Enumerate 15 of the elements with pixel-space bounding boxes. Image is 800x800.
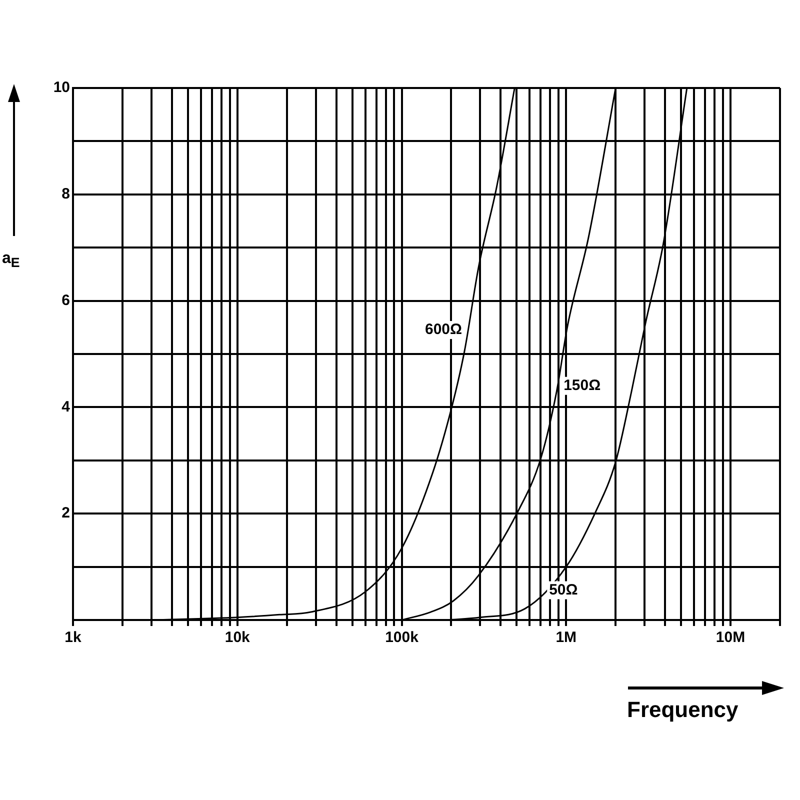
x-tick-label: 10k xyxy=(224,629,251,646)
x-tick-label: 1M xyxy=(556,629,577,646)
x-tick-label: 100k xyxy=(385,629,420,646)
x-axis-title: Frequency xyxy=(627,697,738,723)
y-axis-title: a$_{E}$ xyxy=(2,250,20,270)
series-label: 50Ω xyxy=(549,581,578,598)
x-tick-label: 1k xyxy=(64,629,82,646)
x-tick-label: 10M xyxy=(716,629,746,646)
y-tick-label: 8 xyxy=(62,186,70,203)
series-label: 600Ω xyxy=(424,321,462,338)
y-tick-label: 4 xyxy=(62,398,71,416)
y-tick-label: 10 xyxy=(53,79,70,96)
y-tick-label: 2 xyxy=(62,504,70,522)
series-label: 150Ω xyxy=(564,377,601,394)
y-tick-label: 6 xyxy=(62,292,70,309)
